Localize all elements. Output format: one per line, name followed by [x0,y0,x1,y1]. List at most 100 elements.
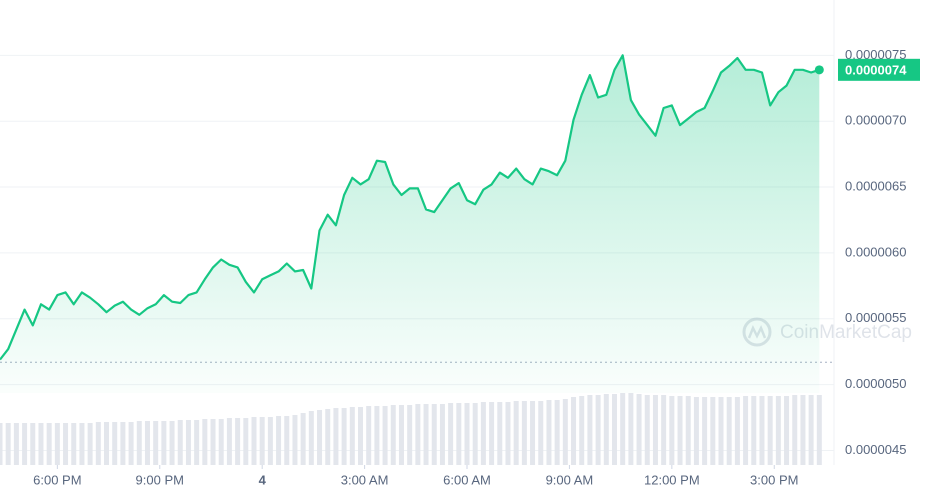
current-price-label: 0.0000074 [845,62,907,77]
volume-bar [276,416,282,465]
volume-bar [153,421,159,465]
volume-bar [448,403,454,465]
volume-bar [71,423,77,465]
volume-bar [439,404,445,465]
volume-bar [497,402,503,465]
volume-bar [398,405,404,465]
volume-bar [13,423,19,465]
y-tick-label: 0.0000070 [845,113,906,128]
x-tick-label: 9:00 AM [546,472,594,487]
volume-bar [46,423,52,465]
volume-bar [489,402,495,465]
volume-bar [693,397,699,465]
volume-bar [308,411,314,465]
volume-bar [267,417,273,465]
volume-bar [472,403,478,465]
volume-bar [22,423,28,465]
volume-bar [390,405,396,465]
volume-bar [210,419,216,465]
volume-bar [784,396,790,465]
volume-bar [226,418,232,465]
x-tick-label: 4 [259,472,267,487]
volume-bar [128,422,134,465]
volume-bar [341,408,347,465]
volume-bar [800,395,806,465]
volume-bar [38,423,44,465]
volume-bar [415,404,421,465]
volume-bar [505,402,511,465]
volume-bar [726,397,732,465]
volume-bar [677,396,683,465]
volume-bar [169,421,175,465]
volume-bar [407,405,413,465]
volume-bar [562,399,568,465]
volume-bar [816,395,822,465]
volume-bar [136,421,142,465]
volume-bar [63,423,69,465]
volume-bar [603,394,609,465]
y-tick-label: 0.0000045 [845,442,906,457]
volume-bar [587,395,593,465]
volume-bar [284,416,290,465]
volume-bar [144,421,150,465]
volume-bar [702,397,708,465]
y-tick-label: 0.0000065 [845,178,906,193]
volume-bar [431,404,437,465]
volume-bar [30,423,36,465]
volume-bar [423,404,429,465]
volume-bar [661,395,667,465]
volume-bar [644,395,650,465]
x-tick-label: 6:00 PM [33,472,81,487]
volume-bar [530,401,536,465]
y-tick-label: 0.0000060 [845,244,906,259]
y-tick-label: 0.0000075 [845,47,906,62]
volume-bar [652,395,658,465]
volume-bar [456,403,462,465]
volume-bar [87,423,93,465]
volume-bar [792,395,798,465]
volume-bar [161,421,167,465]
volume-bar [743,396,749,465]
volume-bar [243,418,249,465]
volume-bar [775,396,781,465]
volume-bar [185,420,191,465]
volume-bar [620,393,626,465]
volume-bar [628,393,634,465]
y-tick-label: 0.0000050 [845,376,906,391]
volume-bar [358,407,364,465]
volume-bar [95,422,101,465]
volume-bar [767,396,773,465]
volume-bar [374,406,380,465]
volume-bar [120,422,126,465]
volume-bar [669,396,675,465]
volume-bar [808,395,814,465]
volume-bar [218,419,224,465]
x-tick-label: 3:00 AM [341,472,389,487]
y-tick-label: 0.0000055 [845,310,906,325]
volume-bar [300,413,306,465]
price-area [0,55,820,394]
volume-bar [366,406,372,465]
volume-bar [251,417,257,465]
volume-bar [292,415,298,465]
volume-bar [177,420,183,465]
volume-bar [685,396,691,465]
volume-bar [382,406,388,465]
volume-bar [0,423,3,465]
volume-bar [104,422,110,465]
volume-bar [718,397,724,465]
volume-bar [734,397,740,465]
volume-bar [464,403,470,465]
volume-bar [595,395,601,465]
volume-bar [259,417,265,465]
volume-bar [513,401,519,465]
current-price-tag [838,58,920,81]
volume-bar [317,410,323,465]
volume-bar [79,423,85,465]
volume-bar [554,400,560,465]
x-tick-label: 12:00 PM [644,472,700,487]
volume-bar [546,400,552,465]
volume-bar [636,394,642,465]
volume-bar [579,396,585,465]
